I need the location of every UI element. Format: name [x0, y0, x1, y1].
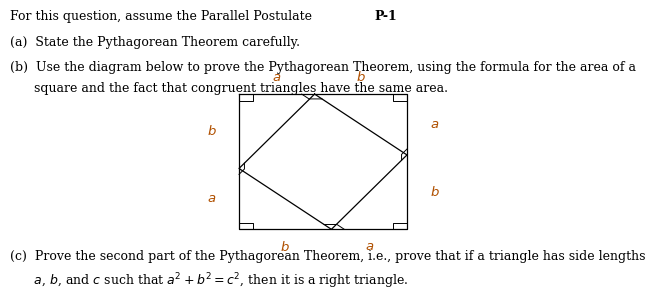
Text: square and the fact that congruent triangles have the same area.: square and the fact that congruent trian…	[10, 82, 448, 95]
Text: (a)  State the Pythagorean Theorem carefully.: (a) State the Pythagorean Theorem carefu…	[10, 36, 300, 49]
Text: (b)  Use the diagram below to prove the Pythagorean Theorem, using the formula f: (b) Use the diagram below to prove the P…	[10, 61, 636, 74]
Text: $b$: $b$	[207, 124, 216, 138]
Text: $a$: $a$	[207, 192, 216, 206]
Text: $b$: $b$	[430, 185, 439, 199]
Text: $a$: $a$	[430, 118, 439, 131]
Text: $a$: $a$	[364, 240, 374, 253]
Text: $a$, $b$, and $c$ such that $a^2 + b^2 = c^2$, then it is a right triangle.: $a$, $b$, and $c$ such that $a^2 + b^2 =…	[10, 271, 408, 291]
Text: For this question, assume the Parallel Postulate: For this question, assume the Parallel P…	[10, 10, 316, 23]
Text: $b$: $b$	[356, 70, 366, 84]
Text: P-1: P-1	[374, 10, 397, 23]
Text: (c)  Prove the second part of the Pythagorean Theorem, i.e., prove that if a tri: (c) Prove the second part of the Pythago…	[10, 250, 645, 263]
Text: $b$: $b$	[280, 240, 290, 254]
Text: $a$: $a$	[272, 71, 282, 84]
